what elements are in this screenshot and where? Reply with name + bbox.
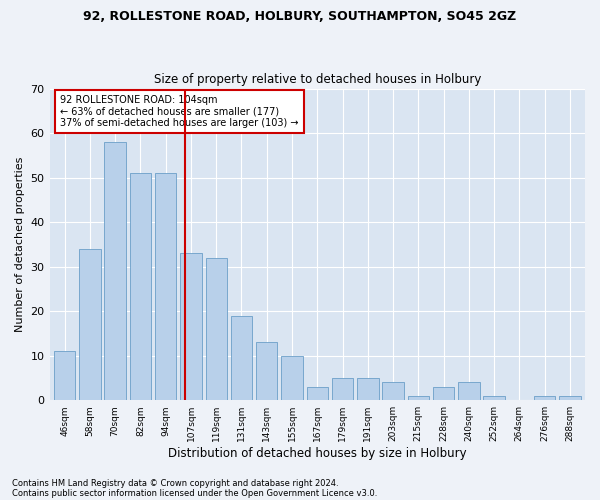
Bar [104,142,126,400]
Y-axis label: Number of detached properties: Number of detached properties [15,156,25,332]
Bar [256,342,277,400]
Bar [307,387,328,400]
Bar [231,316,252,400]
Text: Contains HM Land Registry data © Crown copyright and database right 2024.: Contains HM Land Registry data © Crown c… [12,478,338,488]
Bar [206,258,227,400]
X-axis label: Distribution of detached houses by size in Holbury: Distribution of detached houses by size … [168,447,467,460]
Bar [79,249,101,400]
Bar [130,173,151,400]
Text: 92 ROLLESTONE ROAD: 104sqm
← 63% of detached houses are smaller (177)
37% of sem: 92 ROLLESTONE ROAD: 104sqm ← 63% of deta… [60,95,299,128]
Bar [433,387,454,400]
Bar [180,254,202,400]
Bar [407,396,429,400]
Bar [357,378,379,400]
Bar [155,173,176,400]
Text: Contains public sector information licensed under the Open Government Licence v3: Contains public sector information licen… [12,488,377,498]
Bar [382,382,404,400]
Bar [54,351,76,400]
Bar [484,396,505,400]
Title: Size of property relative to detached houses in Holbury: Size of property relative to detached ho… [154,73,481,86]
Bar [458,382,479,400]
Bar [534,396,556,400]
Bar [281,356,303,400]
Text: 92, ROLLESTONE ROAD, HOLBURY, SOUTHAMPTON, SO45 2GZ: 92, ROLLESTONE ROAD, HOLBURY, SOUTHAMPTO… [83,10,517,23]
Bar [332,378,353,400]
Bar [559,396,581,400]
